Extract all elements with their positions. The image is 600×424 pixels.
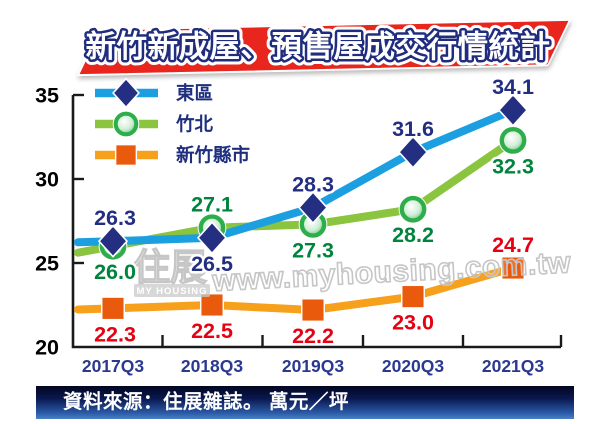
legend-hsinchu-county-city-label: 新竹縣市 xyxy=(176,145,250,166)
watermark-logo-badge xyxy=(134,284,210,297)
series-hsinchu-county-city-marker xyxy=(301,298,325,322)
series-hsinchu-county-city-marker xyxy=(401,284,425,309)
x-category-label: 2017Q3 xyxy=(82,356,145,376)
y-tick-label: 25 xyxy=(35,252,59,276)
series-east-district-value-label: 34.1 xyxy=(492,75,534,99)
legend-east-district-marker xyxy=(112,77,140,109)
series-hsinchu-county-city-value-label: 22.5 xyxy=(191,319,233,343)
series-east-district-marker xyxy=(97,224,129,258)
value-labels: 26.3 26.5 28.3 31.6 34.1 26.0 27.1 27.3 28.2 32.3… xyxy=(92,73,537,351)
x-category-label: 2018Q3 xyxy=(181,356,244,376)
series-hsinchu-county-city-marker xyxy=(101,296,125,321)
legend-zhubei-label: 竹北 xyxy=(175,114,214,135)
series-east-district-value-label: 26.3 xyxy=(94,206,136,230)
x-category-label: 2020Q3 xyxy=(382,356,445,376)
series-hsinchu-county-city-marker xyxy=(200,293,224,317)
x-category-label: 2019Q3 xyxy=(282,356,345,376)
series-zhubei-value-label: 26.0 xyxy=(94,260,136,284)
series-hsinchu-county-city-value-label: 24.7 xyxy=(492,233,534,257)
series-hsinchu-county-city-value-label: 23.0 xyxy=(392,311,434,335)
legend-zhubei-marker-ring xyxy=(112,110,140,138)
y-tick-label: 30 xyxy=(35,168,59,192)
series-zhubei-value-label: 27.1 xyxy=(191,193,233,217)
series-zhubei-marker xyxy=(399,195,427,223)
series-east-district-marker xyxy=(397,135,429,169)
y-tick-label: 35 xyxy=(35,84,59,108)
series-hsinchu-county-city-value-label: 22.3 xyxy=(94,322,136,346)
y-tick-label: 20 xyxy=(35,336,59,360)
series-east-district-marker xyxy=(196,221,228,255)
series-zhubei-value-label: 27.3 xyxy=(292,238,334,262)
legend-east-district-label: 東區 xyxy=(176,83,213,104)
x-category-label: 2021Q3 xyxy=(482,356,545,376)
series-east-district-marker xyxy=(297,190,329,225)
axes: 35 30 25 20 2017Q3 2018Q3 2019Q3 2020Q3 2021Q3 xyxy=(35,84,563,376)
series-east-district-marker xyxy=(497,93,529,127)
watermark-logo-text: 住展 xyxy=(133,247,207,288)
watermark-logo-subtext: MY HOUSING xyxy=(136,286,207,297)
series-zhubei-marker-ring xyxy=(398,194,428,224)
legend-hsinchu-county-city-marker xyxy=(114,143,138,167)
series-zhubei-value-label: 28.2 xyxy=(392,223,434,247)
series-east-district-value-label: 31.6 xyxy=(392,117,434,141)
series xyxy=(74,93,529,322)
series-zhubei-marker xyxy=(499,126,527,154)
series-east-district-value-label: 26.5 xyxy=(191,252,233,276)
legend-zhubei-marker xyxy=(113,111,139,137)
series-east-district-value-label: 28.3 xyxy=(292,173,334,197)
series-hsinchu-county-city-value-label: 22.2 xyxy=(292,324,334,348)
source-bar: 資料來源：住展雜誌。 萬元／坪 xyxy=(36,386,574,419)
series-hsinchu-county-city-marker xyxy=(501,256,525,280)
series-zhubei-value-label: 32.3 xyxy=(492,154,534,178)
source-text: 資料來源：住展雜誌。 萬元／坪 xyxy=(63,391,349,413)
